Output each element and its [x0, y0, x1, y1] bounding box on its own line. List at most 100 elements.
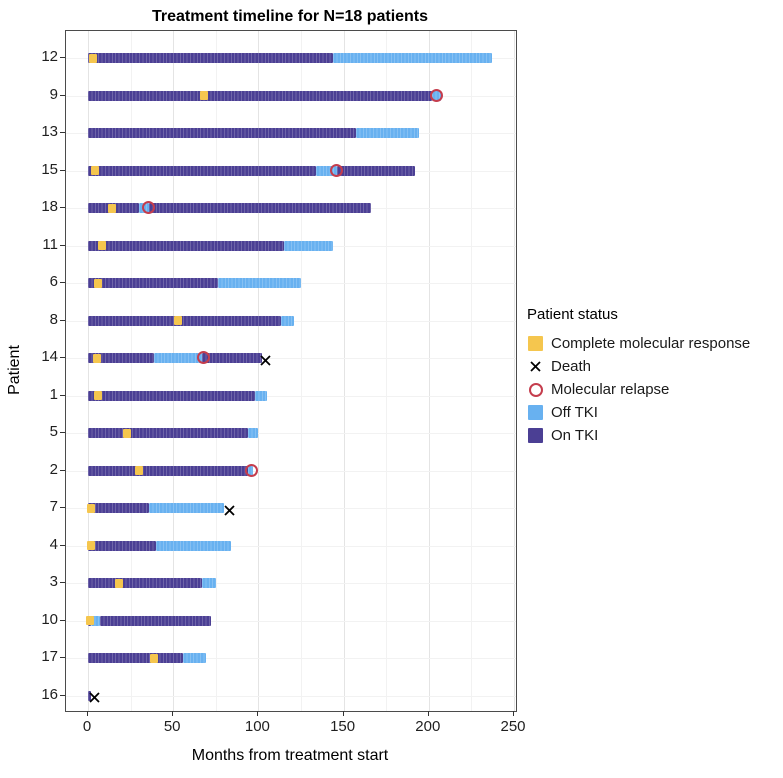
gridline-major [258, 31, 260, 711]
y-tick-mark [60, 169, 65, 171]
legend-item: Complete molecular response [527, 332, 750, 355]
bar-on-tki [88, 428, 249, 439]
bar-off-tki [183, 653, 206, 664]
gridline-row [66, 358, 516, 360]
gridline-major [343, 31, 345, 711]
death-marker [260, 353, 271, 366]
bar-on-tki [88, 315, 281, 326]
y-tick-mark [60, 319, 65, 321]
bar-off-tki [217, 278, 301, 289]
y-tick-label: 3 [49, 573, 58, 591]
x-tick-label: 150 [330, 718, 356, 735]
bar-on-tki [88, 540, 157, 551]
relapse-marker [196, 351, 210, 365]
y-tick-label: 13 [41, 123, 58, 141]
gridline-row [66, 658, 516, 660]
cmr-marker [114, 578, 123, 588]
cmr-marker [87, 541, 96, 551]
gridline-major [514, 31, 515, 711]
legend-title: Patient status [527, 306, 618, 323]
bar-on-tki [88, 390, 255, 401]
cmr-marker [135, 466, 144, 476]
y-tick-label: 4 [49, 535, 58, 553]
gridline-major [88, 31, 89, 711]
bar-off-tki [280, 315, 295, 326]
x-tick-mark [87, 711, 88, 716]
y-tick-mark [60, 582, 65, 584]
y-tick-mark [60, 657, 65, 659]
relapse-marker [244, 463, 258, 477]
legend-swatch-icon [527, 404, 544, 421]
gridline-minor [215, 31, 217, 711]
y-tick-mark [60, 394, 65, 396]
y-tick-mark [60, 244, 65, 246]
legend-circle [528, 382, 543, 397]
cmr-marker [107, 203, 116, 213]
y-tick-mark [60, 469, 65, 471]
bar-off-tki [91, 615, 100, 626]
y-tick-mark [60, 357, 65, 359]
y-tick-label: 1 [49, 385, 58, 403]
legend-square [528, 428, 543, 443]
gridline-minor [301, 31, 302, 711]
death-x-icon [527, 358, 544, 375]
bar-on-tki [88, 653, 184, 664]
gridline-row [66, 470, 516, 472]
y-tick-label: 16 [41, 685, 58, 703]
relapse-marker [142, 201, 156, 215]
y-tick-mark [60, 507, 65, 509]
bar-off-tki [316, 165, 337, 176]
bar-off-tki [156, 540, 232, 551]
legend-item-label: Molecular relapse [551, 381, 670, 398]
legend-swatch-icon [527, 427, 544, 444]
gridline-major [173, 31, 175, 711]
y-tick-label: 10 [41, 610, 58, 628]
gridline-row [66, 583, 516, 585]
legend-swatch-icon [527, 335, 544, 352]
y-tick-mark [60, 207, 65, 209]
gridline-minor [386, 31, 388, 711]
bar-on-tki [202, 353, 262, 364]
legend-square [528, 336, 543, 351]
legend-item-label: Off TKI [551, 404, 598, 421]
cmr-marker [97, 241, 106, 251]
death-marker [224, 503, 235, 516]
gridline-row [66, 508, 516, 510]
relapse-marker [430, 88, 444, 102]
gridline-major [428, 31, 430, 711]
plot-panel [65, 30, 517, 712]
x-tick-mark [342, 711, 344, 716]
bar-off-tki [248, 428, 259, 439]
cmr-marker [123, 428, 132, 438]
bar-on-tki [88, 353, 155, 364]
y-tick-mark [60, 432, 65, 434]
legend-square [528, 405, 543, 420]
legend-item: Off TKI [527, 401, 750, 424]
bar-on-tki [88, 90, 433, 101]
y-tick-label: 11 [42, 235, 58, 253]
gridline-minor [130, 31, 132, 711]
legend-item: On TKI [527, 424, 750, 447]
y-tick-label: 8 [49, 310, 58, 328]
bar-on-tki [149, 203, 371, 214]
bar-on-tki [88, 165, 317, 176]
bar-on-tki [88, 503, 150, 514]
relapse-circle-icon [527, 381, 544, 398]
bar-on-tki [99, 615, 211, 626]
cmr-marker [199, 91, 208, 101]
bar-off-tki [149, 503, 225, 514]
bar-off-tki [154, 353, 203, 364]
x-tick-label: 50 [163, 718, 181, 735]
legend-items: Complete molecular response Death Molecula… [527, 332, 750, 447]
bar-on-tki [88, 465, 249, 476]
x-tick-mark [172, 711, 174, 716]
cmr-marker [92, 353, 101, 363]
relapse-marker [329, 163, 343, 177]
y-tick-label: 6 [49, 273, 58, 291]
bar-off-tki [202, 578, 216, 589]
y-tick-mark [60, 544, 65, 546]
gridline-row [66, 433, 516, 435]
legend: Patient status Complete molecular respon… [527, 306, 750, 447]
bar-on-tki [88, 128, 356, 139]
